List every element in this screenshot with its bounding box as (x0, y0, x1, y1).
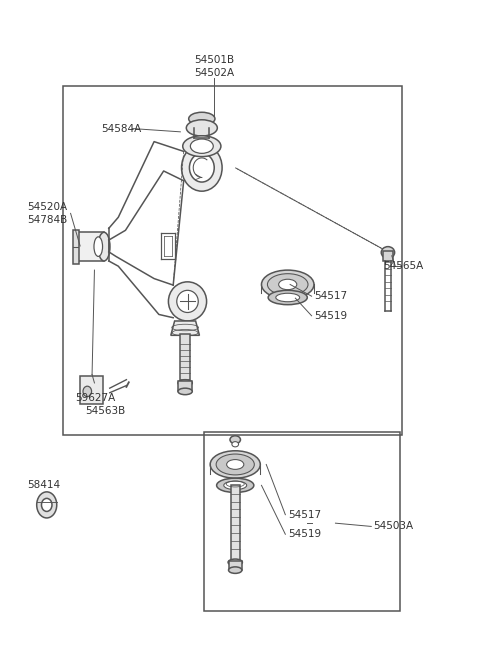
Ellipse shape (262, 270, 314, 299)
Text: 54501B: 54501B (194, 55, 234, 65)
Text: 54519: 54519 (314, 310, 347, 321)
Ellipse shape (183, 136, 221, 157)
Ellipse shape (98, 233, 110, 261)
Bar (383, 251, 393, 261)
Text: 54784B: 54784B (28, 215, 68, 225)
Ellipse shape (230, 436, 240, 443)
Bar (228, 561, 242, 570)
Ellipse shape (381, 247, 395, 258)
Text: 54520A: 54520A (28, 202, 68, 212)
Ellipse shape (186, 120, 217, 136)
Bar (73, 230, 79, 263)
Text: 54502A: 54502A (194, 68, 234, 78)
Ellipse shape (94, 237, 103, 256)
Ellipse shape (36, 492, 57, 518)
Text: 54519: 54519 (288, 529, 321, 539)
Ellipse shape (227, 460, 244, 470)
Ellipse shape (210, 451, 260, 478)
Ellipse shape (224, 481, 247, 489)
Ellipse shape (181, 144, 222, 191)
Ellipse shape (178, 380, 192, 386)
Bar (180, 334, 190, 380)
Ellipse shape (232, 441, 239, 447)
Text: 54517: 54517 (288, 510, 321, 519)
Ellipse shape (83, 386, 92, 397)
Ellipse shape (228, 559, 242, 565)
Ellipse shape (189, 112, 215, 125)
Ellipse shape (276, 293, 300, 302)
Bar (231, 485, 240, 562)
Ellipse shape (228, 567, 242, 573)
Ellipse shape (190, 153, 214, 182)
Ellipse shape (168, 282, 206, 321)
Ellipse shape (216, 478, 254, 493)
Bar (204, 432, 400, 611)
Bar (63, 86, 402, 435)
Bar (80, 377, 103, 404)
Text: 59627A: 59627A (75, 393, 116, 403)
Text: 54517: 54517 (314, 291, 347, 301)
Ellipse shape (267, 274, 308, 295)
Ellipse shape (191, 139, 213, 153)
Text: 54584A: 54584A (102, 124, 142, 134)
Bar (78, 233, 104, 261)
Ellipse shape (41, 498, 52, 512)
Polygon shape (171, 321, 199, 335)
Ellipse shape (178, 388, 192, 395)
Ellipse shape (268, 290, 307, 305)
Text: 58414: 58414 (28, 480, 61, 491)
Ellipse shape (177, 290, 198, 312)
Ellipse shape (279, 279, 297, 290)
Ellipse shape (216, 454, 254, 475)
Bar (178, 381, 192, 392)
Text: 54503A: 54503A (373, 521, 414, 531)
Text: 54563B: 54563B (85, 406, 125, 416)
Text: 54565A: 54565A (383, 261, 423, 271)
